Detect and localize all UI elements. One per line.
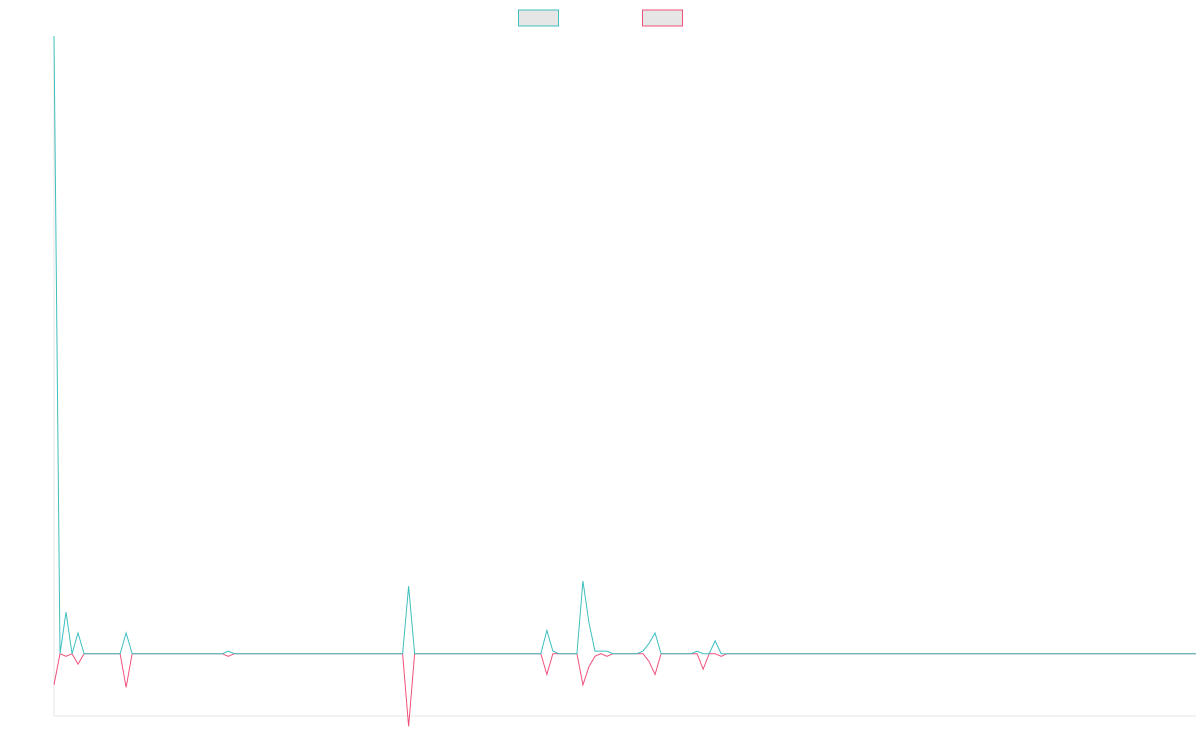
axes bbox=[53, 36, 1196, 717]
legend bbox=[518, 9, 683, 27]
series-line-1 bbox=[53, 35, 1196, 655]
series-lines bbox=[53, 35, 1196, 727]
legend-swatch-1[interactable] bbox=[518, 9, 559, 27]
legend-swatch-2[interactable] bbox=[642, 9, 683, 27]
series-line-2 bbox=[53, 653, 1196, 727]
